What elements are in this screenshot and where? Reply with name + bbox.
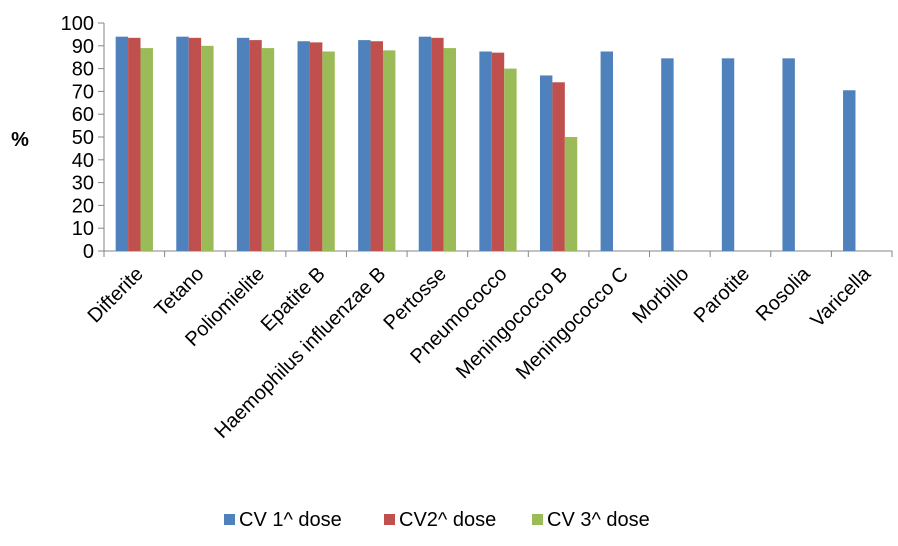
bar (322, 51, 335, 251)
x-tick-label: Tetano (150, 263, 208, 321)
x-tick-label: Difterite (84, 263, 148, 327)
bar (721, 58, 735, 252)
bar (443, 48, 457, 251)
bar (249, 40, 262, 251)
bar (297, 41, 310, 251)
bar (661, 58, 674, 252)
bar (236, 37, 250, 251)
bar (140, 48, 153, 251)
legend-label: CV 1^ dose (239, 509, 342, 531)
bar (600, 51, 614, 251)
bar (479, 51, 492, 251)
bar (782, 58, 795, 252)
bar (358, 40, 371, 251)
legend-label: CV2^ dose (399, 509, 496, 531)
x-tick-label: Varicella (806, 262, 875, 331)
y-tick-label: 40 (72, 150, 94, 172)
bar (504, 68, 517, 251)
x-tick-label: Meningococco C (512, 263, 633, 384)
y-tick-label: 0 (83, 241, 94, 263)
y-tick-label: 100 (61, 13, 94, 35)
legend-label: CV 3^ dose (547, 509, 650, 531)
y-tick-label: 60 (72, 104, 94, 126)
bar (418, 36, 432, 252)
bar (552, 82, 565, 251)
bar (176, 36, 189, 252)
x-tick-label: Meningococco B (452, 263, 572, 383)
legend-swatch (224, 514, 235, 525)
bar (843, 90, 856, 251)
bar (261, 48, 275, 251)
y-tick-label: 80 (72, 59, 94, 81)
bar (370, 41, 383, 251)
bar (382, 50, 396, 251)
x-tick-label: Morbillo (628, 263, 693, 328)
bar (201, 45, 214, 251)
bar (491, 52, 505, 251)
y-tick-label: 90 (72, 36, 94, 58)
y-axis-title: % (11, 129, 29, 151)
bar (431, 37, 444, 251)
y-tick-label: 10 (72, 218, 94, 240)
bar (128, 37, 141, 251)
y-tick-label: 30 (72, 173, 94, 195)
y-tick-label: 70 (72, 81, 94, 103)
bar (309, 42, 323, 251)
bar (115, 36, 129, 252)
legend: CV 1^ dose CV2^ dose CV 3^ dose (224, 509, 650, 531)
y-tick-label: 50 (72, 127, 94, 149)
bars (115, 36, 856, 252)
legend-swatch (532, 514, 543, 525)
bar (564, 137, 578, 251)
bar (539, 75, 553, 251)
legend-swatch (384, 514, 395, 525)
x-tick-label: Parotite (690, 263, 754, 327)
y-tick-label: 20 (72, 195, 94, 217)
bar (188, 37, 202, 251)
